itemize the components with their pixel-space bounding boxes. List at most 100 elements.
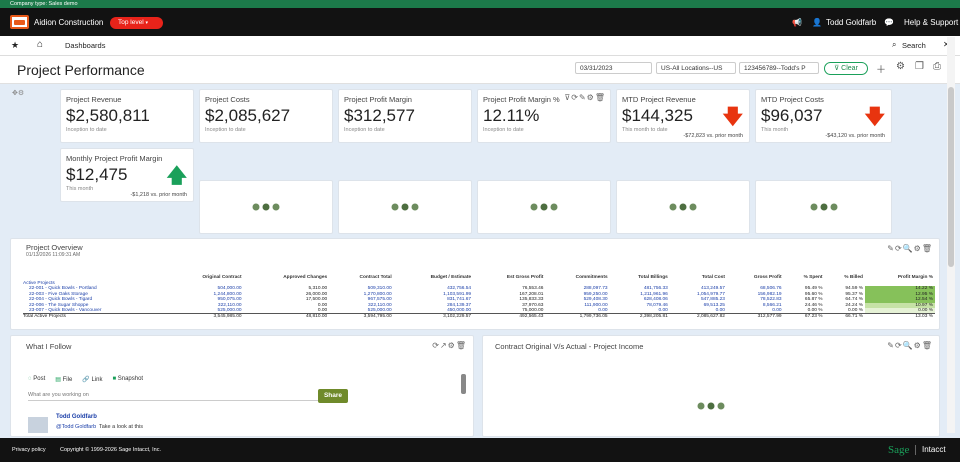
chat-icon[interactable]: 💬 xyxy=(884,18,894,27)
move-icon[interactable]: ✥⚙ xyxy=(12,90,25,97)
table-cell[interactable]: 547,885.23 xyxy=(700,297,725,303)
column-header[interactable]: Approved Changes xyxy=(283,274,328,280)
table-cell[interactable]: 68,506.76 xyxy=(760,286,782,292)
table-cell[interactable]: 78,079.46 xyxy=(646,302,668,308)
table-cell[interactable]: 432,756.54 xyxy=(447,286,472,292)
table-cell[interactable]: 1,103,591.99 xyxy=(443,291,472,297)
post-mention[interactable]: @Todd Goldfarb xyxy=(56,424,97,430)
entity-level-dropdown[interactable]: Top level ▾ xyxy=(110,17,163,29)
table-cell[interactable]: 525,000.00 xyxy=(217,308,242,314)
date-filter[interactable]: 03/31/2023 xyxy=(575,62,652,74)
table-cell[interactable]: 504,000.00 xyxy=(217,286,242,292)
kpi-monthly-profit-margin[interactable]: Monthly Project Profit Margin $12,475 Th… xyxy=(60,148,194,202)
table-cell[interactable]: 8,566.21 xyxy=(762,302,782,308)
column-header[interactable]: Est Gross Profit xyxy=(506,274,544,280)
table-cell[interactable]: 529,408.30 xyxy=(583,297,608,303)
project-link[interactable]: 22-004 - Quick Bowls - Tigard xyxy=(29,297,93,303)
tab-post[interactable]: ◌ Post xyxy=(28,376,45,383)
table-cell[interactable]: 284,139.37 xyxy=(447,302,472,308)
column-header[interactable]: Budget / Estimate xyxy=(430,274,472,280)
table-row[interactable]: 22-003 - Five Oaks Storage 1,244,800.00 26… xyxy=(23,291,935,298)
add-icon[interactable]: ＋ xyxy=(876,65,886,76)
tab-snapshot[interactable]: ■ Snapshot xyxy=(112,376,143,383)
table-cell[interactable]: 78,522.83 xyxy=(760,297,782,303)
share-button[interactable]: Share xyxy=(318,389,348,403)
kpi-mtd-project-revenue[interactable]: MTD Project Revenue $144,325 This month … xyxy=(616,89,750,143)
table-cell[interactable]: 1,244,800.00 xyxy=(213,291,242,297)
location-filter[interactable]: US-All Locations--US xyxy=(656,62,736,74)
feed-scrollbar[interactable] xyxy=(461,374,466,394)
table-cell[interactable]: 69,513.25 xyxy=(703,302,725,308)
star-icon[interactable]: ★ xyxy=(11,40,20,50)
column-header[interactable]: % Billed xyxy=(844,274,863,280)
table-cell[interactable]: 413,249.57 xyxy=(700,286,725,292)
column-header[interactable]: Total Cost xyxy=(701,274,725,280)
table-cell[interactable]: 450,000.00 xyxy=(447,308,472,314)
widget-actions-icon[interactable]: ⟳↗⚙🗑 xyxy=(432,341,467,350)
table-cell[interactable]: 0.00 xyxy=(772,308,782,314)
project-filter[interactable]: 123456789--Todd's P xyxy=(739,62,819,74)
table-cell[interactable]: 967,575.00 xyxy=(367,297,392,303)
widget-actions-icon[interactable]: ✎⟳🔍⚙🗑 xyxy=(887,244,933,253)
table-cell[interactable]: 1,211,961.96 xyxy=(640,291,668,297)
close-icon[interactable]: ✕ xyxy=(943,40,950,49)
column-header[interactable]: Gross Profit xyxy=(753,274,782,280)
table-cell[interactable]: 950,075.00 xyxy=(217,297,242,303)
kpi-project-profit-margin-pct[interactable]: Project Profit Margin % ⊽⟳✎⚙🗑 12.11% Inc… xyxy=(477,89,611,143)
kpi-project-revenue[interactable]: Project Revenue $2,580,811 Inception to … xyxy=(60,89,194,143)
table-row[interactable]: 22-001 - Quick Bowls - Portland 504,000.0… xyxy=(23,286,935,292)
table-cell[interactable]: 0.00 xyxy=(715,308,725,314)
column-header[interactable]: % Spent xyxy=(803,274,823,280)
search-icon[interactable]: ⌕ xyxy=(892,40,897,49)
page-scrollbar[interactable] xyxy=(947,37,955,433)
project-link[interactable]: 22-006 - The Sugar Shoppe xyxy=(29,302,89,308)
home-icon[interactable]: ⌂ xyxy=(37,39,44,50)
project-link[interactable]: 22-003 - Five Oaks Storage xyxy=(29,291,88,297)
post-input[interactable] xyxy=(28,390,318,401)
tab-link[interactable]: 🔗 Link xyxy=(82,376,102,383)
table-cell[interactable]: 628,408.06 xyxy=(643,297,668,303)
column-header[interactable]: Commitments xyxy=(575,274,608,280)
clear-filters-button[interactable]: ⊽ Clear xyxy=(824,62,868,75)
kpi-project-costs[interactable]: Project Costs $2,085,627 Inception to da… xyxy=(199,89,333,143)
copy-icon[interactable]: ❐ xyxy=(915,61,924,72)
tab-file[interactable]: ▤ File xyxy=(55,376,72,383)
table-cell[interactable]: 0.00 xyxy=(658,308,668,314)
project-link[interactable]: 23-007 - Quick Bowls - Vancouver xyxy=(29,308,102,314)
gear-icon[interactable]: ⚙ xyxy=(896,61,905,72)
table-cell[interactable]: 481,756.33 xyxy=(643,286,668,292)
megaphone-icon[interactable]: 📢 xyxy=(792,18,802,27)
table-row[interactable]: 22-006 - The Sugar Shoppe 322,110.00 0.00 3… xyxy=(23,302,935,309)
table-cell[interactable]: 959,250.00 xyxy=(583,291,608,297)
table-cell[interactable]: 1,270,800.00 xyxy=(363,291,392,297)
column-header[interactable]: Original Contract xyxy=(202,274,242,280)
column-header[interactable] xyxy=(23,273,167,281)
dashboards-menu[interactable]: Dashboards xyxy=(65,41,106,50)
search-link[interactable]: Search xyxy=(902,41,926,50)
table-cell[interactable]: 0.00 xyxy=(598,308,608,314)
table-row[interactable]: 23-007 - Quick Bowls - Vancouver 525,000.… xyxy=(23,308,935,314)
column-header[interactable]: Total Billings xyxy=(638,274,668,280)
column-header[interactable]: Profit Margin % xyxy=(897,274,933,280)
kpi-mtd-project-costs[interactable]: MTD Project Costs $96,037 This month -$4… xyxy=(755,89,892,143)
table-cell[interactable]: 288,097.73 xyxy=(583,286,608,292)
post-author[interactable]: Todd Goldfarb xyxy=(56,414,97,420)
table-cell[interactable]: 322,110.00 xyxy=(368,302,392,308)
table-row[interactable]: 22-004 - Quick Bowls - Tigard 950,075.00 1… xyxy=(23,297,935,303)
widget-actions-icon[interactable]: ✎⟳🔍⚙🗑 xyxy=(887,341,933,350)
project-link[interactable]: 22-001 - Quick Bowls - Portland xyxy=(29,286,97,292)
column-header[interactable]: Contract Total xyxy=(359,274,392,280)
table-cell[interactable]: 156,982.19 xyxy=(757,291,782,297)
table-cell[interactable]: 831,741.67 xyxy=(447,297,472,303)
print-icon[interactable]: ⎙ xyxy=(933,61,941,72)
table-cell[interactable]: 509,310.00 xyxy=(367,286,392,292)
widget-actions-icon[interactable]: ⊽⟳✎⚙🗑 xyxy=(564,93,606,102)
company-logo[interactable] xyxy=(10,15,29,29)
table-cell[interactable]: 1,054,979.77 xyxy=(696,291,725,297)
table-cell[interactable]: 525,000.00 xyxy=(367,308,392,314)
privacy-link[interactable]: Privacy policy xyxy=(12,447,46,453)
table-cell[interactable]: 322,110.00 xyxy=(217,302,242,308)
table-cell[interactable]: 111,900.00 xyxy=(584,302,608,308)
kpi-project-profit-margin[interactable]: Project Profit Margin $312,577 Inception… xyxy=(338,89,472,143)
help-link[interactable]: Help & Support xyxy=(904,18,959,27)
